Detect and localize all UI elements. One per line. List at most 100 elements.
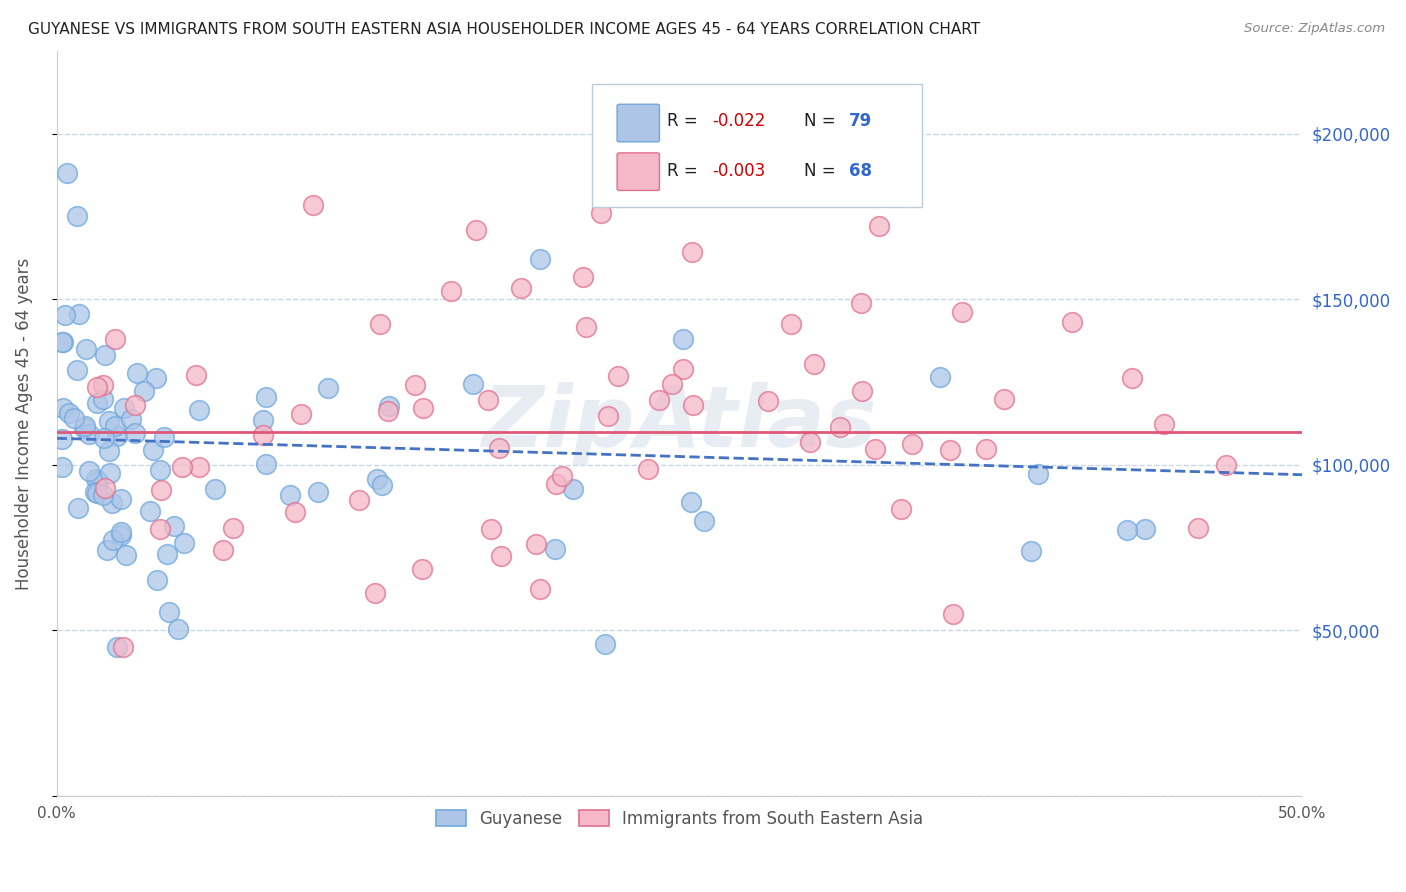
Point (591, 206, 613, 220)
Point (1116, 523, 1139, 537)
Point (477, 392, 499, 407)
Point (187, 403, 209, 417)
Point (1215, 458, 1237, 472)
Text: 68: 68 (849, 161, 872, 179)
Point (112, 640, 135, 654)
Point (204, 482, 226, 496)
Point (86, 396, 108, 410)
Point (510, 281, 533, 295)
Point (370, 318, 392, 332)
Text: Source: ZipAtlas.com: Source: ZipAtlas.com (1244, 22, 1385, 36)
Point (928, 369, 950, 384)
Point (83, 484, 105, 499)
Legend: Guyanese, Immigrants from South Eastern Asia: Guyanese, Immigrants from South Eastern … (427, 802, 932, 836)
Point (561, 482, 583, 496)
Point (672, 332, 695, 346)
Point (156, 547, 179, 561)
Point (366, 472, 388, 486)
Point (93, 481, 115, 495)
Point (75, 343, 97, 357)
Point (461, 376, 484, 391)
Text: N =: N = (804, 161, 841, 179)
Point (974, 442, 997, 457)
Point (661, 376, 683, 391)
Point (1060, 315, 1083, 329)
Point (779, 317, 801, 331)
Point (98, 467, 121, 481)
Point (73, 421, 96, 435)
Text: -0.003: -0.003 (711, 161, 765, 179)
Point (51, 335, 73, 350)
Point (112, 401, 135, 416)
Point (851, 384, 873, 398)
Point (524, 537, 547, 551)
Point (572, 269, 595, 284)
Point (464, 223, 486, 237)
Point (51, 401, 73, 415)
Point (596, 409, 619, 423)
Point (149, 463, 172, 477)
Point (211, 543, 233, 558)
Point (105, 428, 128, 442)
Point (254, 390, 277, 404)
Point (606, 369, 628, 384)
Point (1187, 521, 1209, 535)
Point (1021, 544, 1043, 558)
Point (87, 475, 110, 489)
Text: R =: R = (666, 161, 703, 179)
Point (993, 392, 1015, 406)
Point (98, 414, 121, 428)
Point (149, 522, 172, 536)
Text: -0.022: -0.022 (711, 112, 765, 130)
Point (371, 477, 394, 491)
Point (145, 574, 167, 588)
Point (672, 361, 695, 376)
Point (316, 381, 339, 395)
Point (110, 491, 132, 506)
Point (134, 384, 156, 399)
Point (851, 295, 873, 310)
Point (51, 432, 73, 446)
Point (91, 488, 114, 502)
Point (830, 420, 852, 434)
Point (94, 348, 117, 362)
Point (681, 495, 703, 509)
Point (682, 398, 704, 412)
Point (718, 176, 741, 190)
Point (364, 585, 387, 599)
Point (404, 378, 426, 392)
Point (479, 522, 502, 536)
Text: ZipAtlas: ZipAtlas (482, 382, 877, 465)
Point (412, 401, 434, 416)
Point (142, 442, 165, 457)
Point (110, 524, 132, 539)
Point (79, 426, 101, 441)
Point (378, 400, 401, 414)
Point (157, 606, 180, 620)
Point (91, 378, 114, 392)
Point (187, 460, 209, 475)
Point (544, 541, 567, 556)
Point (863, 442, 886, 457)
Point (105, 640, 128, 654)
Point (63, 411, 86, 425)
Point (96, 543, 118, 558)
Point (648, 393, 671, 408)
Point (544, 476, 567, 491)
Point (529, 252, 551, 266)
Point (377, 404, 399, 418)
FancyBboxPatch shape (617, 104, 659, 142)
Point (86, 485, 108, 500)
Point (939, 442, 962, 457)
Point (145, 371, 167, 385)
Point (307, 485, 329, 500)
Point (347, 492, 370, 507)
Point (284, 505, 307, 519)
Point (93, 431, 115, 445)
Point (65, 362, 87, 376)
Text: R =: R = (666, 112, 703, 130)
Point (489, 549, 512, 563)
Point (52, 335, 75, 350)
Point (252, 413, 274, 427)
Point (692, 515, 714, 529)
